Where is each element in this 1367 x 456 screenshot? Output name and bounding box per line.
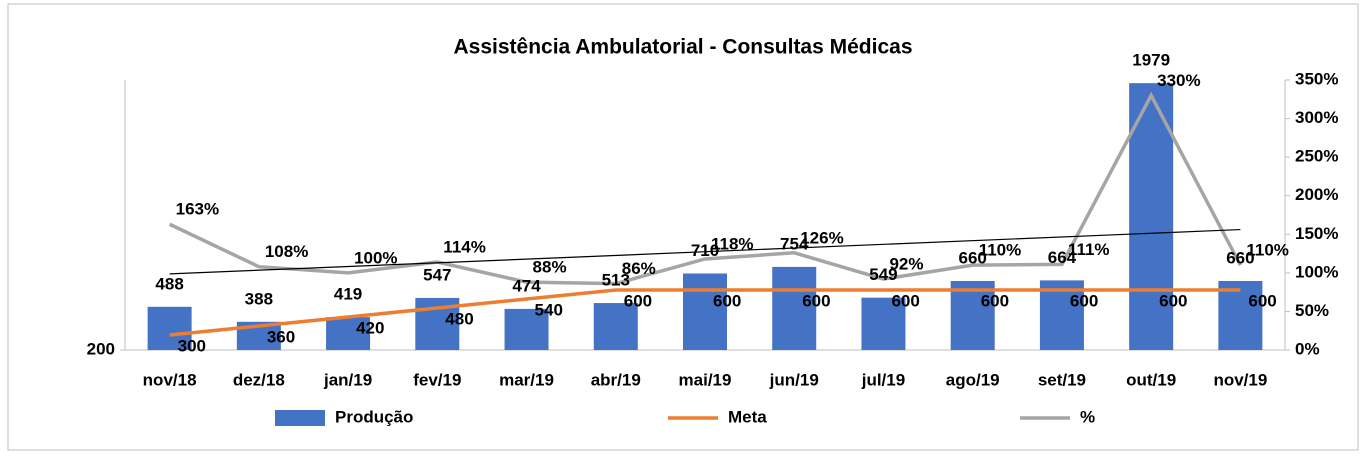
bar xyxy=(504,308,549,350)
data-label: 110% xyxy=(1246,241,1289,260)
x-tick-label: jul/19 xyxy=(861,370,905,389)
data-label: 126% xyxy=(800,228,843,247)
data-label: 660 xyxy=(959,248,987,267)
data-label: 114% xyxy=(443,238,486,257)
y2-tick-label: 150% xyxy=(1295,224,1338,243)
bar xyxy=(950,281,995,350)
data-label: 474 xyxy=(512,276,541,295)
x-tick-label: fev/19 xyxy=(413,370,461,389)
x-tick-label: nov/18 xyxy=(143,370,197,389)
x-tick-label: mai/19 xyxy=(679,370,732,389)
data-label: 300 xyxy=(178,336,206,355)
data-label: 480 xyxy=(445,309,473,328)
x-tick-label: out/19 xyxy=(1126,370,1176,389)
data-label: 110% xyxy=(979,241,1022,260)
data-label: 88% xyxy=(533,258,567,277)
data-label: 600 xyxy=(1070,291,1098,310)
x-tick-label: abr/19 xyxy=(591,370,641,389)
legend-label: Meta xyxy=(728,407,767,426)
data-label: 86% xyxy=(622,259,656,278)
data-label: 600 xyxy=(1248,291,1276,310)
data-label: 600 xyxy=(713,291,741,310)
x-tick-label: nov/19 xyxy=(1213,370,1267,389)
data-label: 118% xyxy=(711,234,754,253)
y2-tick-label: 350% xyxy=(1295,69,1338,88)
y2-tick-label: 200% xyxy=(1295,185,1338,204)
data-label: 388 xyxy=(245,289,273,308)
chart-title: Assistência Ambulatorial - Consultas Méd… xyxy=(453,36,912,59)
legend-swatch xyxy=(275,410,325,426)
data-label: 419 xyxy=(334,285,362,304)
data-label: 108% xyxy=(265,242,308,261)
y2-tick-label: 300% xyxy=(1295,108,1338,127)
y-tick-label: 200 xyxy=(87,339,115,358)
line-series xyxy=(169,288,1241,337)
data-label: 600 xyxy=(981,291,1009,310)
data-label: 330% xyxy=(1157,71,1200,90)
data-label: 92% xyxy=(889,255,923,274)
data-label: 420 xyxy=(356,318,384,337)
data-label: 100% xyxy=(354,248,397,267)
data-label: 111% xyxy=(1068,240,1110,259)
legend-label: Produção xyxy=(335,407,413,426)
x-tick-label: jan/19 xyxy=(323,370,372,389)
data-label: 660 xyxy=(1226,248,1254,267)
x-tick-label: ago/19 xyxy=(946,370,1000,389)
x-tick-label: mar/19 xyxy=(499,370,554,389)
data-label: 600 xyxy=(1159,291,1187,310)
bar xyxy=(772,266,817,350)
y2-tick-label: 100% xyxy=(1295,262,1338,281)
x-tick-label: set/19 xyxy=(1038,370,1086,389)
legend-label: % xyxy=(1080,407,1095,426)
data-label: 664 xyxy=(1048,248,1077,267)
x-tick-label: dez/18 xyxy=(233,370,285,389)
y2-tick-label: 250% xyxy=(1295,147,1338,166)
bar xyxy=(1039,280,1084,350)
data-label: 488 xyxy=(155,274,183,293)
bar xyxy=(683,273,727,350)
data-label: 163% xyxy=(176,200,219,219)
bar xyxy=(861,297,906,350)
data-label: 710 xyxy=(691,241,719,260)
x-tick-label: jun/19 xyxy=(769,370,819,389)
data-label: 513 xyxy=(602,271,630,290)
data-label: 360 xyxy=(267,327,295,346)
data-label: 754 xyxy=(780,234,809,253)
data-label: 600 xyxy=(802,291,830,310)
data-label: 540 xyxy=(535,300,563,319)
y2-tick-label: 50% xyxy=(1295,301,1329,320)
trendline xyxy=(169,228,1241,275)
data-label: 600 xyxy=(624,291,652,310)
bar xyxy=(1218,281,1263,350)
y2-tick-label: 0% xyxy=(1295,339,1320,358)
bar xyxy=(1129,83,1174,351)
data-label: 600 xyxy=(891,291,919,310)
data-label: 547 xyxy=(423,265,451,284)
bar xyxy=(326,317,371,350)
line-series xyxy=(168,91,1242,286)
bar xyxy=(147,306,192,350)
data-label: 1979 xyxy=(1132,51,1170,70)
bar xyxy=(593,303,638,350)
data-label: 549 xyxy=(869,265,897,284)
